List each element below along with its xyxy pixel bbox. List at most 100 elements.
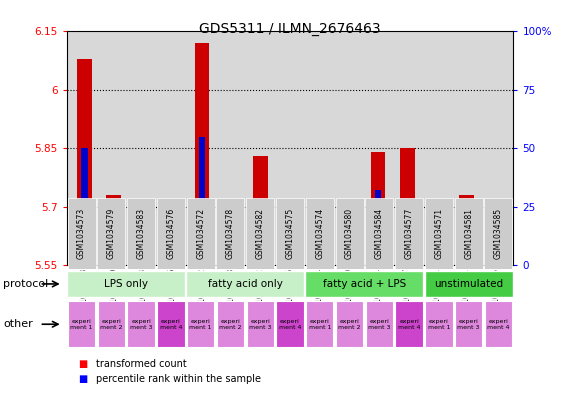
Bar	[216, 198, 244, 269]
Bar	[169, 253, 176, 265]
Bar	[287, 214, 293, 265]
Bar	[198, 137, 205, 265]
Bar	[165, 230, 180, 265]
Text: experi
ment 1: experi ment 1	[70, 319, 93, 330]
Bar	[67, 271, 185, 297]
Bar	[217, 301, 244, 347]
Text: transformed count: transformed count	[96, 358, 186, 369]
Bar	[306, 271, 423, 297]
Text: GSM1034584: GSM1034584	[375, 208, 384, 259]
Text: other: other	[3, 319, 32, 329]
Text: GDS5311 / ILMN_2676463: GDS5311 / ILMN_2676463	[199, 22, 381, 36]
Bar	[253, 156, 268, 265]
Bar	[396, 301, 423, 347]
Bar	[375, 191, 382, 265]
Bar	[136, 207, 150, 265]
Bar	[306, 198, 334, 269]
Bar	[97, 301, 125, 347]
Bar	[246, 198, 274, 269]
Bar	[157, 198, 185, 269]
Text: GSM1034582: GSM1034582	[256, 208, 264, 259]
Text: ■: ■	[78, 374, 88, 384]
Bar	[404, 200, 411, 265]
Text: unstimulated: unstimulated	[434, 279, 503, 289]
Text: GSM1034572: GSM1034572	[196, 208, 205, 259]
Text: fatty acid + LPS: fatty acid + LPS	[323, 279, 406, 289]
Bar	[346, 237, 352, 265]
Text: GSM1034578: GSM1034578	[226, 208, 235, 259]
Text: GSM1034583: GSM1034583	[137, 208, 146, 259]
Text: experi
ment 1: experi ment 1	[309, 319, 331, 330]
Bar	[127, 198, 155, 269]
Bar	[77, 59, 92, 265]
Bar	[371, 152, 386, 265]
Bar	[81, 149, 88, 265]
Bar	[106, 195, 121, 265]
Text: experi
ment 4: experi ment 4	[160, 319, 182, 330]
Text: GSM1034581: GSM1034581	[464, 208, 473, 259]
Text: experi
ment 2: experi ment 2	[338, 319, 361, 330]
Text: GSM1034575: GSM1034575	[285, 208, 295, 259]
Text: experi
ment 1: experi ment 1	[190, 319, 212, 330]
Text: experi
ment 4: experi ment 4	[398, 319, 420, 330]
Text: GSM1034585: GSM1034585	[494, 208, 503, 259]
Bar	[276, 198, 304, 269]
Bar	[395, 198, 423, 269]
Bar	[246, 301, 274, 347]
Bar	[228, 261, 234, 265]
Bar	[425, 271, 513, 297]
Bar	[157, 301, 184, 347]
Bar	[194, 43, 209, 265]
Text: ■: ■	[78, 358, 88, 369]
Bar	[186, 271, 304, 297]
Text: experi
ment 4: experi ment 4	[487, 319, 510, 330]
Bar	[365, 301, 393, 347]
Text: GSM1034579: GSM1034579	[107, 208, 116, 259]
Bar	[342, 215, 356, 265]
Text: LPS only: LPS only	[104, 279, 148, 289]
Bar	[425, 301, 452, 347]
Text: experi
ment 3: experi ment 3	[458, 319, 480, 330]
Bar	[430, 234, 444, 265]
Text: GSM1034574: GSM1034574	[316, 208, 324, 259]
Text: GSM1034573: GSM1034573	[77, 208, 86, 259]
Text: experi
ment 2: experi ment 2	[100, 319, 122, 330]
Bar	[484, 198, 512, 269]
Bar	[140, 237, 146, 265]
Text: protocol: protocol	[3, 279, 48, 289]
Bar	[312, 238, 327, 265]
Text: GSM1034580: GSM1034580	[345, 208, 354, 259]
Bar	[187, 198, 215, 269]
Text: percentile rank within the sample: percentile rank within the sample	[96, 374, 260, 384]
Text: experi
ment 3: experi ment 3	[368, 319, 390, 330]
Bar	[258, 223, 264, 265]
Text: GSM1034577: GSM1034577	[405, 208, 414, 259]
Bar	[425, 198, 453, 269]
Bar	[128, 301, 155, 347]
Bar	[455, 198, 483, 269]
Bar	[485, 301, 512, 347]
Bar	[187, 301, 215, 347]
Text: fatty acid only: fatty acid only	[208, 279, 283, 289]
Bar	[492, 230, 499, 265]
Bar	[336, 198, 364, 269]
Bar	[400, 149, 415, 265]
Bar	[316, 253, 322, 265]
Bar	[306, 301, 333, 347]
Bar	[224, 257, 238, 265]
Bar	[68, 198, 96, 269]
Bar	[463, 223, 470, 265]
Text: GSM1034576: GSM1034576	[166, 208, 175, 259]
Bar	[488, 203, 503, 265]
Bar	[110, 223, 117, 265]
Text: experi
ment 3: experi ment 3	[130, 319, 153, 330]
Text: experi
ment 2: experi ment 2	[219, 319, 242, 330]
Text: GSM1034571: GSM1034571	[434, 208, 443, 259]
Bar	[282, 211, 298, 265]
Text: experi
ment 3: experi ment 3	[249, 319, 271, 330]
Text: experi
ment 1: experi ment 1	[427, 319, 450, 330]
Bar	[365, 198, 393, 269]
Bar	[434, 258, 440, 265]
Bar	[68, 301, 95, 347]
Bar	[276, 301, 304, 347]
